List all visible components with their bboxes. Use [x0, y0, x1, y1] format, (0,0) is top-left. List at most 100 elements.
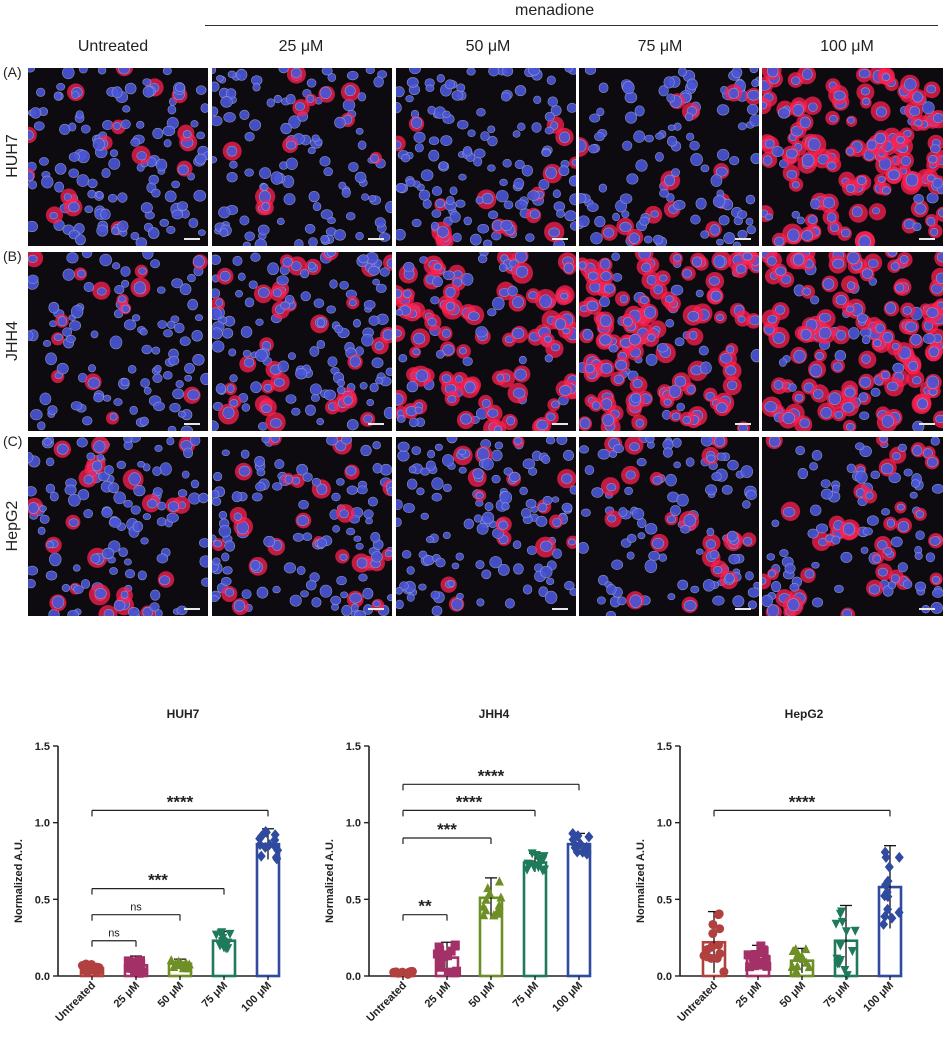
- data-point: [270, 829, 280, 841]
- micrograph-jhh4-1: [212, 252, 392, 431]
- data-point: [708, 919, 718, 929]
- data-point: [756, 941, 766, 951]
- data-point: [584, 831, 594, 843]
- bar-chart-2: 0.0 0.5 1.0 1.5 Normalized A.U. Untreated 25 μ…: [635, 741, 904, 1024]
- y-tick-label: 0.5: [346, 894, 361, 906]
- scale-bar: [552, 423, 568, 425]
- category-label-2: 50 μM: [467, 980, 498, 1011]
- data-point: [136, 956, 146, 966]
- data-point: [443, 967, 453, 977]
- data-point: [714, 909, 724, 919]
- y-axis-label: Normalized A.U.: [635, 839, 647, 923]
- data-point: [436, 962, 446, 972]
- micrograph-huh7-2: [396, 68, 576, 246]
- data-point: [759, 946, 769, 956]
- category-label-4: 100 μM: [239, 980, 274, 1015]
- data-point: [708, 929, 718, 939]
- data-point: [572, 846, 582, 858]
- data-point: [887, 912, 897, 924]
- data-point: [762, 961, 772, 971]
- panel-letter-1: (B): [3, 248, 22, 264]
- y-tick-label: 1.0: [657, 818, 672, 830]
- chart-title-1: JHH4: [478, 707, 510, 721]
- data-point: [216, 929, 226, 939]
- category-label-0: Untreated: [53, 980, 98, 1025]
- data-point: [850, 926, 860, 936]
- data-point: [126, 963, 136, 973]
- data-point: [791, 968, 801, 978]
- data-point: [582, 848, 592, 860]
- data-point: [833, 959, 843, 969]
- data-point: [223, 944, 233, 954]
- y-tick-label: 0.0: [657, 971, 672, 983]
- micrograph-hepg2-0: [28, 437, 208, 616]
- column-label-0: Untreated: [77, 38, 149, 55]
- data-point: [492, 907, 502, 917]
- data-point: [270, 841, 280, 853]
- y-tick-label: 1.5: [346, 741, 361, 753]
- data-point: [83, 967, 93, 977]
- micrograph-hepg2-1: [212, 437, 392, 616]
- data-point: [881, 851, 891, 863]
- data-point: [132, 966, 142, 976]
- scale-bar: [184, 608, 200, 610]
- scale-bar: [368, 608, 384, 610]
- data-point: [166, 955, 176, 965]
- data-point: [715, 924, 725, 934]
- data-point: [832, 954, 842, 964]
- micrograph-jhh4-0: [28, 252, 208, 431]
- data-point: [719, 967, 729, 977]
- cell-line-label-1: JHH4: [4, 320, 21, 361]
- significance-label: ***: [148, 871, 168, 890]
- data-point: [743, 950, 753, 960]
- category-label-2: 50 μM: [156, 980, 187, 1011]
- data-point: [436, 958, 446, 968]
- data-point: [494, 900, 504, 910]
- scale-bar: [919, 238, 935, 240]
- data-point: [169, 961, 179, 971]
- data-point: [568, 834, 578, 846]
- data-point: [788, 962, 798, 972]
- significance-label: ****: [478, 766, 505, 785]
- data-point: [880, 879, 890, 891]
- scale-bar: [552, 238, 568, 240]
- category-label-3: 75 μM: [822, 980, 853, 1011]
- column-label-1: 25 μM: [278, 38, 324, 55]
- data-point: [496, 892, 506, 902]
- data-point: [801, 957, 811, 967]
- data-point: [882, 886, 892, 898]
- significance-label: ns: [108, 928, 120, 940]
- data-point: [702, 952, 712, 962]
- significance-label: ****: [167, 792, 194, 811]
- data-point: [446, 946, 456, 956]
- significance-label: ***: [437, 820, 457, 839]
- micrograph-huh7-0: [28, 68, 208, 246]
- y-tick-label: 1.5: [657, 741, 672, 753]
- data-point: [225, 929, 235, 939]
- menadione-label: menadione: [515, 2, 595, 19]
- data-point: [791, 944, 801, 954]
- data-point: [750, 958, 760, 968]
- y-tick-label: 1.0: [35, 818, 50, 830]
- data-point: [884, 861, 894, 873]
- category-label-1: 25 μM: [112, 980, 143, 1011]
- scale-bar: [919, 423, 935, 425]
- y-tick-label: 0.0: [346, 971, 361, 983]
- data-point: [130, 957, 140, 967]
- micrograph-hepg2-2: [396, 437, 576, 616]
- panel-letter-2: (C): [3, 433, 23, 449]
- data-point: [538, 866, 548, 876]
- scale-bar: [735, 423, 751, 425]
- data-point: [791, 952, 801, 962]
- data-point: [879, 918, 889, 930]
- category-label-1: 25 μM: [734, 980, 765, 1011]
- data-point: [757, 960, 767, 970]
- data-point: [176, 958, 186, 968]
- category-label-4: 100 μM: [861, 980, 896, 1015]
- y-tick-label: 1.5: [35, 741, 50, 753]
- chart-title-0: HUH7: [166, 707, 200, 721]
- data-point: [894, 851, 904, 863]
- y-tick-label: 1.0: [346, 818, 361, 830]
- data-point: [270, 834, 280, 846]
- data-point: [525, 860, 535, 870]
